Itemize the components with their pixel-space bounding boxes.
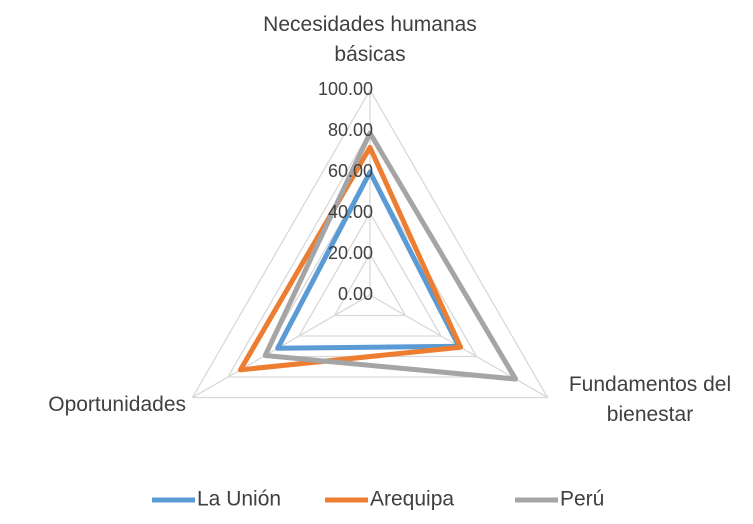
grid-line	[297, 211, 443, 337]
legend-label: La Unión	[197, 488, 281, 511]
grid-line	[191, 88, 549, 399]
legend-label: Perú	[560, 488, 604, 511]
r-tick-label: 20.00	[328, 243, 373, 263]
r-tick-label: 60.00	[328, 161, 373, 181]
category-label: Fundamentos del bienestar	[568, 373, 732, 426]
r-tick-label: 0.00	[338, 284, 373, 304]
r-tick-label: 80.00	[328, 120, 373, 140]
category-label: Necesidades humanas básicas	[263, 13, 477, 66]
category-label: Oportunidades	[48, 393, 186, 416]
r-tick-label: 40.00	[328, 202, 373, 222]
r-tick-label: 100.00	[318, 79, 373, 99]
grid-line	[333, 252, 407, 317]
series-line	[262, 130, 519, 382]
legend-label: Arequipa	[370, 488, 454, 511]
series-line	[275, 169, 462, 351]
series-line	[237, 144, 464, 373]
